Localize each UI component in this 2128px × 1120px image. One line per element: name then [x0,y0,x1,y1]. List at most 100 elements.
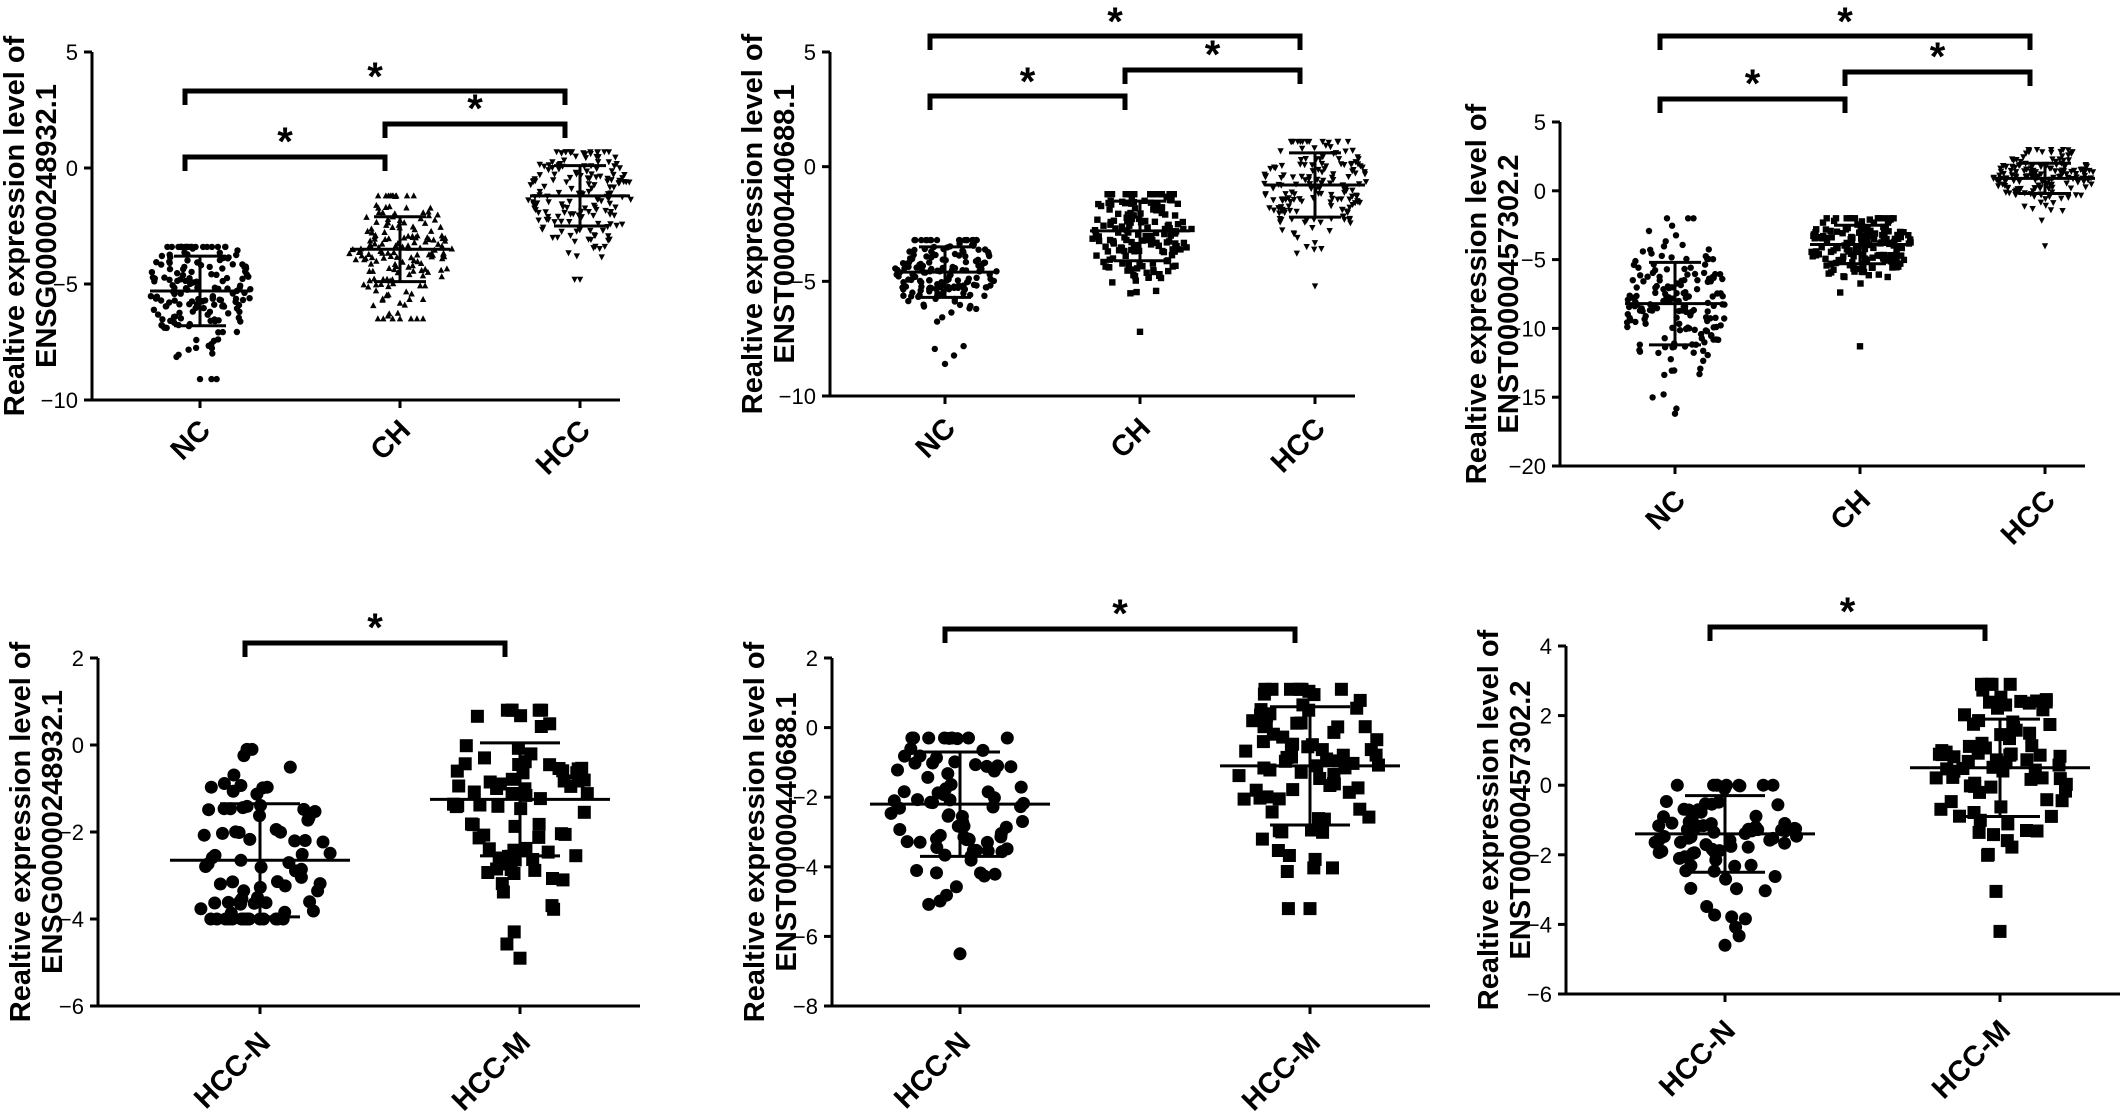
data-point [2031,193,2038,200]
data-point [955,252,963,259]
data-point [1296,196,1303,203]
data-point [401,301,408,308]
data-point [605,159,613,166]
data-point [1147,241,1155,248]
data-point [956,301,964,309]
data-point [1301,162,1308,169]
data-point [1691,270,1699,278]
data-point [573,228,580,235]
data-point [2047,207,2055,214]
data-point [223,274,231,282]
data-point [2029,188,2037,195]
data-point [1290,716,1304,730]
category-label: HCC-M [1926,1014,2017,1105]
data-point [1305,738,1319,752]
data-point [918,236,925,244]
data-point [1649,394,1656,401]
data-point [170,313,178,321]
data-point [1710,778,1724,792]
data-point [377,247,384,255]
data-point [1896,228,1904,236]
data-point [1869,254,1876,261]
data-point [1347,220,1354,227]
data-point [1153,239,1160,246]
data-point [1095,237,1103,245]
data-point [282,856,296,870]
data-point [1303,244,1310,251]
data-point [1177,246,1184,253]
y-tick-label: −4 [59,907,84,932]
data-point [1370,733,1384,747]
data-point [1121,247,1128,255]
significance-bracket: * [242,606,508,657]
data-point [222,243,229,251]
data-point [931,345,938,353]
data-point [1705,246,1713,253]
data-point [1123,236,1130,244]
data-point [385,264,393,271]
data-point [930,832,943,846]
data-point [1128,215,1136,223]
data-point [961,286,969,293]
data-point [566,219,573,226]
data-point [1014,780,1028,794]
significance-bracket: * [927,0,1303,50]
data-point [1362,810,1376,824]
data-point [1246,714,1260,728]
data-point [361,256,368,263]
data-point [425,251,433,258]
data-point [921,770,935,784]
data-point [964,278,971,286]
data-point [593,153,600,160]
data-point [372,287,380,294]
data-point [1110,240,1117,247]
data-point [2002,189,2010,196]
y-tick-label: −20 [1509,454,1546,479]
data-point [964,236,971,244]
data-point [1660,391,1667,398]
data-point [1335,156,1343,163]
data-point [1327,203,1335,210]
y-tick-label: −10 [779,384,816,409]
data-point [1659,795,1673,808]
data-point [413,315,421,322]
y-tick-label: 0 [1540,773,1552,798]
data-point [566,198,573,205]
data-point [223,802,237,816]
data-point [185,346,192,353]
data-point [2010,157,2017,164]
significance-bracket: * [942,592,1298,643]
data-point [1327,144,1334,151]
data-point [1850,265,1857,272]
data-point [1165,267,1172,275]
data-point [1107,221,1114,228]
data-point [1710,336,1717,343]
data-point [584,175,592,182]
y-tick-label: 0 [72,733,84,758]
data-point [2063,171,2070,178]
data-point [467,785,481,799]
data-point [926,277,933,284]
significance-bracket: * [182,120,388,171]
data-point [1716,271,1724,278]
data-point [1749,809,1763,823]
data-point [580,150,587,157]
data-point [1358,720,1372,734]
data-point [1297,138,1304,145]
data-point [563,179,570,186]
data-point [611,163,618,170]
data-point [583,168,590,175]
data-point [1156,271,1163,278]
data-point [926,288,933,295]
data-point [438,242,446,249]
y-tick-label: −2 [1527,843,1552,868]
data-point [225,254,232,261]
data-point [1128,195,1135,203]
data-point [1864,234,1871,242]
data-point [1718,938,1732,952]
data-point [2049,156,2056,163]
data-point [1972,714,1986,728]
data-point [196,375,204,383]
data-point [939,314,946,321]
y-tick-label: −8 [793,994,818,1019]
